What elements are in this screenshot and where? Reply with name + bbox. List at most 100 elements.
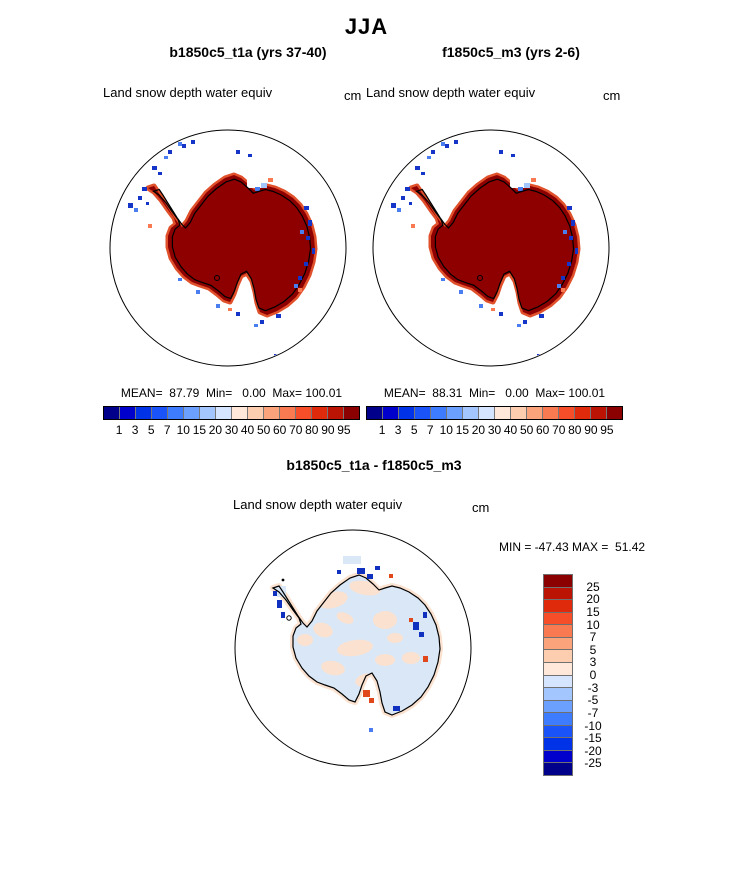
colorbar-tick-label: 95 (600, 423, 614, 437)
colorbar-segment (544, 625, 572, 638)
colorbar-segment (544, 738, 572, 751)
colorbar-tick-label: 5 (147, 423, 155, 437)
colorbar-tick-label: 30 (487, 423, 502, 437)
panel-diff-units: cm (472, 500, 490, 515)
colorbar-segment (399, 407, 415, 419)
colorbar-segment (120, 407, 136, 419)
colorbar-tick-label: 60 (273, 423, 287, 437)
colorbar-left (103, 406, 360, 420)
colorbar-tick-label: 90 (584, 423, 598, 437)
colorbar-segment (575, 407, 591, 419)
colorbar-tick-label: 3 (589, 655, 597, 670)
colorbar-tick-label: 60 (536, 423, 550, 437)
colorbar-right-ticks: 1 3 5 7 10 15 20 30 40 50 60 70 80 90 95 (366, 423, 623, 437)
colorbar-segment (559, 407, 575, 419)
colorbar-tick-label: 7 (589, 630, 597, 645)
colorbar-segment (280, 407, 296, 419)
colorbar-segment (479, 407, 495, 419)
colorbar-tick-label: 70 (552, 423, 566, 437)
colorbar-tick-label: -20 (584, 743, 602, 758)
colorbar-tick-label: 10 (586, 617, 600, 632)
colorbar-segment (264, 407, 280, 419)
colorbar-tick-label: 40 (240, 423, 255, 437)
colorbar-segment (544, 575, 572, 588)
colorbar-tick-label: 1 (115, 423, 123, 437)
colorbar-segment (447, 407, 463, 419)
colorbar-segment (248, 407, 264, 419)
colorbar-tick-label: 70 (289, 423, 303, 437)
colorbar-segment (544, 662, 572, 676)
map-left-antarctica (108, 128, 348, 368)
colorbar-tick-label: 3 (131, 423, 139, 437)
panel-diff-title: b1850c5_t1a - f1850c5_m3 (286, 457, 462, 473)
colorbar-tick-label: 80 (305, 423, 319, 437)
colorbar-segment (607, 407, 622, 419)
page-title: JJA (344, 14, 389, 39)
colorbar-diff (543, 574, 573, 776)
colorbar-tick-label: 20 (586, 592, 600, 607)
panel-left-field-label: Land snow depth water equiv (103, 85, 273, 100)
colorbar-segment (216, 407, 232, 419)
colorbar-segment (591, 407, 607, 419)
colorbar-segment (544, 713, 572, 726)
colorbar-segment (184, 407, 200, 419)
panel-right-field-label: Land snow depth water equiv (366, 85, 536, 100)
colorbar-tick-label: 25 (586, 579, 600, 594)
colorbar-tick-label: -5 (587, 693, 599, 708)
panel-right-title: f1850c5_m3 (yrs 2-6) (442, 44, 580, 60)
colorbar-segment (544, 587, 572, 601)
panel-left-stats: MEAN= 87.79 Min= 0.00 Max= 100.01 (120, 386, 343, 400)
colorbar-tick-label: -10 (584, 718, 602, 733)
colorbar-segment (511, 407, 527, 419)
colorbar-segment (152, 407, 168, 419)
colorbar-tick-label: 5 (589, 642, 597, 657)
colorbar-left-ticks: 1 3 5 7 10 15 20 30 40 50 60 70 80 90 95 (103, 423, 360, 437)
colorbar-segment (543, 407, 559, 419)
colorbar-segment (544, 650, 572, 663)
colorbar-tick-label: 15 (586, 604, 600, 619)
colorbar-segment (328, 407, 344, 419)
colorbar-segment (136, 407, 152, 419)
colorbar-segment (544, 612, 572, 626)
colorbar-segment (200, 407, 216, 419)
colorbar-segment (544, 763, 572, 775)
colorbar-tick-label: -3 (587, 680, 599, 695)
colorbar-segment (544, 675, 572, 689)
colorbar-segment (232, 407, 248, 419)
colorbar-tick-label: 30 (224, 423, 239, 437)
panel-diff-field-label: Land snow depth water equiv (233, 497, 403, 512)
colorbar-tick-label: 7 (163, 423, 171, 437)
colorbar-tick-label: 3 (394, 423, 402, 437)
colorbar-tick-label: 0 (589, 668, 597, 682)
map-diff-antarctica (234, 529, 472, 767)
colorbar-segment (544, 700, 572, 714)
colorbar-segment (544, 725, 572, 739)
colorbar-segment (463, 407, 479, 419)
panel-diff-stats: MIN = -47.43 MAX = 51.42 (499, 540, 646, 554)
colorbar-tick-label: 40 (503, 423, 518, 437)
colorbar-segment (383, 407, 399, 419)
panel-left-title: b1850c5_t1a (yrs 37-40) (169, 44, 327, 60)
colorbar-segment (544, 688, 572, 701)
colorbar-segment (104, 407, 120, 419)
colorbar-segment (168, 407, 184, 419)
colorbar-segment (296, 407, 312, 419)
colorbar-tick-label: 20 (471, 423, 486, 437)
colorbar-segment (527, 407, 543, 419)
colorbar-tick-label: 5 (410, 423, 418, 437)
colorbar-tick-label: 15 (455, 423, 470, 437)
colorbar-tick-label: 95 (337, 423, 351, 437)
colorbar-right (366, 406, 623, 420)
colorbar-segment (495, 407, 511, 419)
panel-right-units: cm (603, 88, 621, 103)
colorbar-tick-label: 15 (192, 423, 207, 437)
colorbar-tick-label: 50 (519, 423, 534, 437)
colorbar-tick-label: 80 (568, 423, 582, 437)
colorbar-tick-label: -7 (587, 705, 599, 720)
colorbar-tick-label: -25 (584, 756, 602, 771)
colorbar-tick-label: 10 (439, 423, 453, 437)
colorbar-segment (544, 600, 572, 613)
map-right-antarctica (371, 128, 611, 368)
colorbar-tick-label: -15 (584, 731, 602, 746)
